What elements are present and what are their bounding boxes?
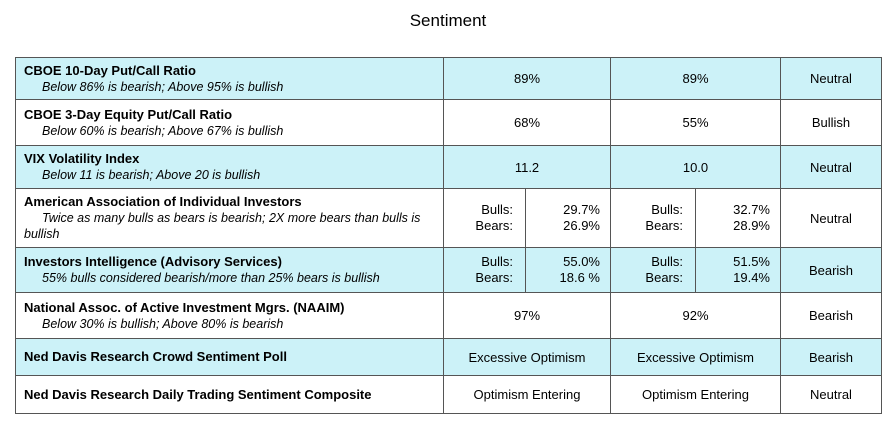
- indicator-cell: CBOE 10-Day Put/Call Ratio Below 86% is …: [15, 57, 444, 100]
- indicator-criteria: Below 86% is bearish; Above 95% is bulli…: [42, 79, 284, 94]
- bears-label: Bears:: [645, 270, 683, 285]
- current-value: Excessive Optimism: [443, 338, 611, 376]
- prior-value: Excessive Optimism: [610, 338, 781, 376]
- indicator-name: Ned Davis Research Daily Trading Sentime…: [24, 386, 372, 402]
- bulls-label: Bulls:: [651, 202, 683, 217]
- indicator-name: National Assoc. of Active Investment Mgr…: [24, 299, 345, 315]
- sentiment-rating: Bearish: [780, 247, 882, 293]
- bears-label: Bears:: [475, 218, 513, 233]
- sentiment-rating: Neutral: [780, 145, 882, 189]
- page-title: Sentiment: [409, 11, 487, 30]
- indicator-name: VIX Volatility Index: [24, 151, 140, 166]
- current-value: 68%: [443, 99, 611, 146]
- indicator-name: Ned Davis Research Crowd Sentiment Poll: [24, 349, 287, 364]
- table-row: American Association of Individual Inves…: [15, 188, 882, 248]
- prior-value: 92%: [610, 292, 781, 339]
- current-value: 89%: [443, 57, 611, 100]
- sentiment-rating: Bearish: [780, 292, 882, 339]
- bears-label: Bears:: [645, 218, 683, 233]
- table-row: Investors Intelligence (Advisory Service…: [15, 247, 882, 293]
- current-bears: 18.6 %: [559, 270, 600, 285]
- prior-value: 55%: [610, 99, 781, 146]
- table-row: National Assoc. of Active Investment Mgr…: [15, 292, 882, 339]
- indicator-criteria: 55% bulls considered bearish/more than 2…: [42, 271, 380, 285]
- indicator-cell: VIX Volatility Index Below 11 is bearish…: [15, 145, 444, 189]
- indicator-cell: CBOE 3-Day Equity Put/Call Ratio Below 6…: [15, 99, 444, 146]
- current-bulls: 55.0%: [563, 254, 600, 269]
- indicator-cell: Ned Davis Research Crowd Sentiment Poll: [15, 338, 444, 376]
- indicator-name: American Association of Individual Inves…: [24, 194, 302, 209]
- prior-values: 32.7% 28.9%: [695, 188, 781, 248]
- prior-bulls: 32.7%: [733, 202, 770, 217]
- table-row: Ned Davis Research Daily Trading Sentime…: [15, 375, 882, 414]
- bulls-bears-labels: Bulls: Bears:: [443, 188, 526, 248]
- indicator-criteria: Below 30% is bullish; Above 80% is beari…: [42, 316, 284, 331]
- prior-value: Optimism Entering: [610, 375, 781, 414]
- prior-values: 51.5% 19.4%: [695, 247, 781, 293]
- current-value: Optimism Entering: [443, 375, 611, 414]
- indicator-cell: National Assoc. of Active Investment Mgr…: [15, 292, 444, 339]
- sentiment-rating: Neutral: [780, 188, 882, 248]
- sentiment-rating: Neutral: [780, 375, 882, 414]
- prior-value: 89%: [610, 57, 781, 100]
- current-bulls: 29.7%: [563, 202, 600, 217]
- indicator-criteria: Twice as many bulls as bears is bearish;…: [24, 211, 421, 241]
- current-value: 11.2: [443, 145, 611, 189]
- prior-bears: 28.9%: [733, 218, 770, 233]
- table-row: VIX Volatility Index Below 11 is bearish…: [15, 145, 882, 189]
- bears-label: Bears:: [475, 270, 513, 285]
- current-value: 97%: [443, 292, 611, 339]
- prior-value: 10.0: [610, 145, 781, 189]
- indicator-criteria: Below 60% is bearish; Above 67% is bulli…: [42, 123, 284, 138]
- table-row: Ned Davis Research Crowd Sentiment Poll …: [15, 338, 882, 376]
- sentiment-table: CBOE 10-Day Put/Call Ratio Below 86% is …: [15, 57, 882, 414]
- indicator-cell: Investors Intelligence (Advisory Service…: [15, 247, 444, 293]
- bulls-bears-labels: Bulls: Bears:: [443, 247, 526, 293]
- table-row: CBOE 3-Day Equity Put/Call Ratio Below 6…: [15, 99, 882, 146]
- indicator-criteria: Below 11 is bearish; Above 20 is bullish: [42, 168, 261, 182]
- bulls-label: Bulls:: [481, 254, 513, 269]
- indicator-cell: American Association of Individual Inves…: [15, 188, 444, 248]
- bulls-bears-labels: Bulls: Bears:: [610, 188, 696, 248]
- current-values: 29.7% 26.9%: [525, 188, 611, 248]
- indicator-name: CBOE 10-Day Put/Call Ratio: [24, 62, 196, 78]
- sentiment-rating: Neutral: [780, 57, 882, 100]
- sentiment-rating: Bearish: [780, 338, 882, 376]
- sentiment-rating: Bullish: [780, 99, 882, 146]
- indicator-name: Investors Intelligence (Advisory Service…: [24, 254, 282, 269]
- current-values: 55.0% 18.6 %: [525, 247, 611, 293]
- bulls-bears-labels: Bulls: Bears:: [610, 247, 696, 293]
- current-bears: 26.9%: [563, 218, 600, 233]
- bulls-label: Bulls:: [651, 254, 683, 269]
- bulls-label: Bulls:: [481, 202, 513, 217]
- indicator-name: CBOE 3-Day Equity Put/Call Ratio: [24, 106, 233, 122]
- table-row: CBOE 10-Day Put/Call Ratio Below 86% is …: [15, 57, 882, 100]
- indicator-cell: Ned Davis Research Daily Trading Sentime…: [15, 375, 444, 414]
- prior-bulls: 51.5%: [733, 254, 770, 269]
- prior-bears: 19.4%: [733, 270, 770, 285]
